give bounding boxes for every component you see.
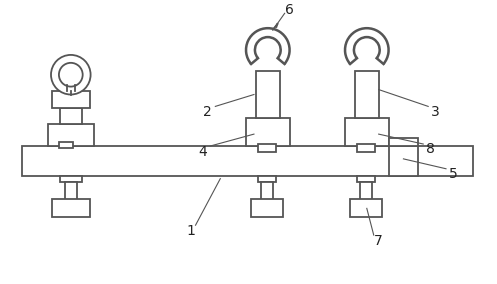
Text: 4: 4: [198, 145, 207, 159]
Bar: [345, 118, 389, 146]
Bar: [357, 176, 375, 182]
Bar: [357, 144, 375, 152]
Bar: [389, 146, 418, 176]
Bar: [258, 176, 276, 182]
Bar: [251, 199, 283, 217]
Text: 6: 6: [285, 3, 294, 17]
Bar: [258, 144, 276, 152]
Bar: [52, 91, 89, 108]
Bar: [350, 199, 382, 217]
Bar: [60, 108, 82, 124]
Bar: [48, 124, 93, 146]
Circle shape: [59, 63, 83, 87]
Bar: [389, 138, 418, 146]
Bar: [261, 182, 273, 201]
Bar: [355, 71, 379, 118]
Bar: [256, 71, 280, 118]
Text: 1: 1: [186, 224, 195, 238]
Bar: [52, 199, 89, 217]
Circle shape: [51, 55, 90, 95]
Text: 5: 5: [449, 167, 457, 181]
Bar: [65, 182, 77, 201]
Text: 7: 7: [374, 234, 383, 248]
Bar: [246, 118, 290, 146]
Text: 8: 8: [426, 142, 434, 156]
Bar: [60, 176, 82, 182]
Bar: [22, 146, 473, 176]
Bar: [59, 142, 73, 148]
Text: 2: 2: [203, 105, 212, 119]
Text: 3: 3: [431, 105, 439, 119]
Bar: [360, 182, 372, 201]
